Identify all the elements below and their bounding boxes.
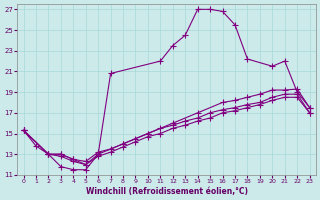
X-axis label: Windchill (Refroidissement éolien,°C): Windchill (Refroidissement éolien,°C) — [85, 187, 248, 196]
